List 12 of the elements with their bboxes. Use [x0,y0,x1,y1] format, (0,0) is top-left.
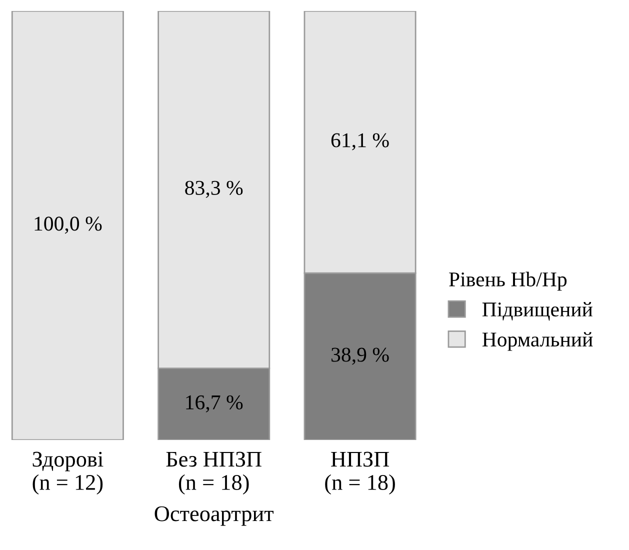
data-label: 83,3 % [185,180,243,198]
data-label: 100,0 % [34,216,102,234]
data-label: 61,1 % [331,133,389,150]
legend-label: Підвищений [482,302,592,321]
data-label: 16,7 % [186,395,243,412]
data-label: 38,9 % [332,348,389,365]
x-tick-label: Здорові (n = 12) [32,452,104,494]
legend-label: Нормальний [482,332,593,351]
x-tick-label: НПЗП (n = 18) [325,452,395,494]
x-tick-label: Без НПЗП (n = 18) [166,452,262,494]
legend-title: Рівень Hb/Hp [449,272,567,291]
x-axis-title: Остеоартрит [154,506,274,526]
